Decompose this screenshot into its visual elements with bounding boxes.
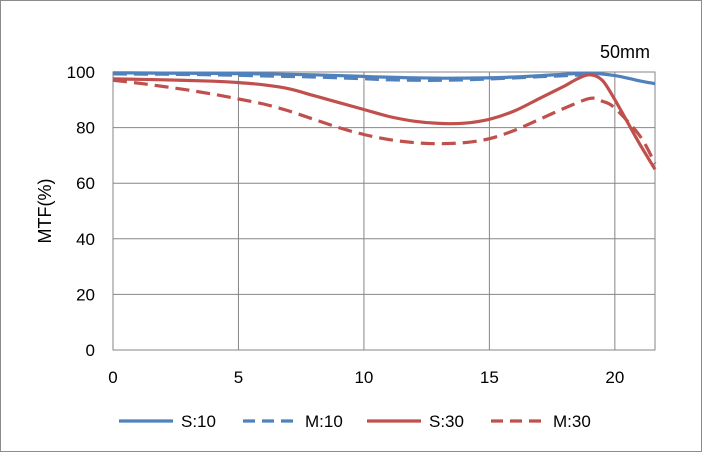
legend-label: M:10 [305, 412, 343, 431]
series-line-s-10 [112, 71, 656, 86]
legend-label: S:10 [181, 412, 216, 431]
x-tick-label: 5 [234, 368, 243, 387]
legend-label: M:30 [553, 412, 591, 431]
series-line-s-30 [112, 73, 657, 171]
legend: S:10 M:10 S:30 M:30 [119, 412, 591, 431]
y-tick-label: 100 [67, 63, 95, 82]
y-tick-label: 60 [76, 174, 95, 193]
tick-labels: 0 20 40 60 80 100 0 5 10 15 20 [67, 63, 625, 387]
y-tick-label: 80 [76, 119, 95, 138]
x-tick-label: 15 [480, 368, 499, 387]
plot-area-border [112, 71, 656, 351]
y-tick-label: 0 [86, 341, 95, 360]
y-axis-title: MTF(%) [35, 179, 55, 244]
x-tick-label: 20 [605, 368, 624, 387]
y-tick-label: 40 [76, 230, 95, 249]
chart-title: 50mm [600, 42, 650, 62]
series-lines [112, 71, 657, 171]
y-tick-label: 20 [76, 285, 95, 304]
series-line-m-30 [112, 78, 657, 165]
x-tick-label: 0 [108, 368, 117, 387]
x-tick-label: 10 [354, 368, 373, 387]
legend-label: S:30 [429, 412, 464, 431]
series-line-m-10 [112, 71, 598, 82]
